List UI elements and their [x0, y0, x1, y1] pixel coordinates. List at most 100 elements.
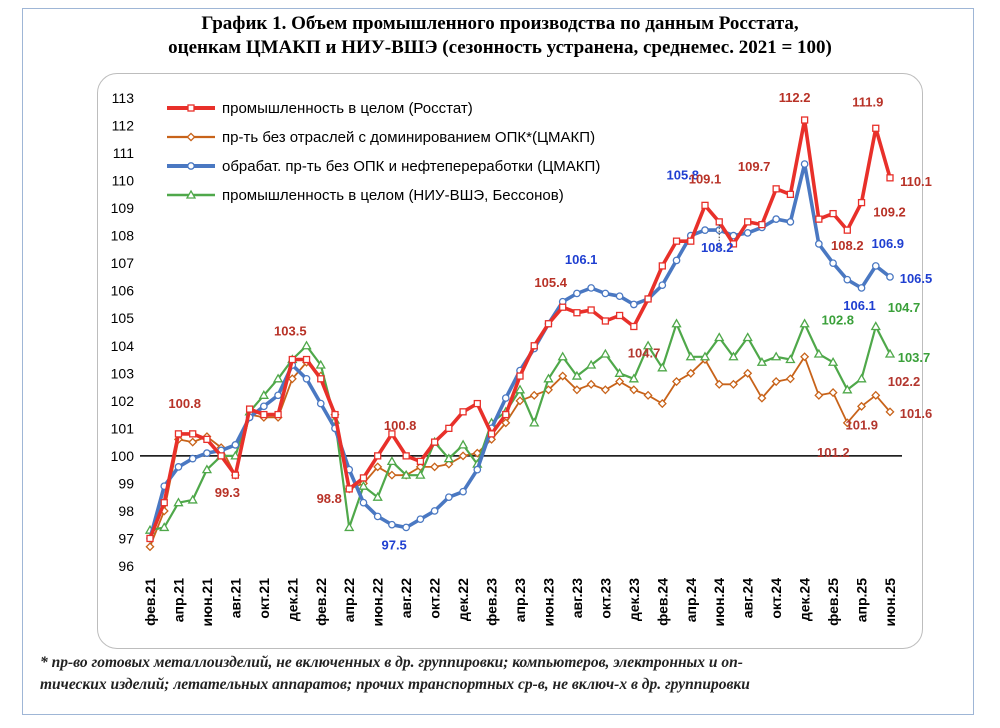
x-tick-label: июн.21: [199, 578, 215, 627]
data-point: [359, 498, 368, 507]
data-point: [687, 237, 695, 245]
data-point: [629, 385, 639, 395]
legend-marker: [187, 104, 195, 112]
data-point: [630, 322, 638, 331]
data-point: [587, 306, 595, 314]
data-point: [174, 463, 183, 471]
data-point: [516, 372, 524, 380]
data-point: [388, 430, 396, 438]
x-tick-label: июн.23: [540, 578, 556, 627]
data-point: [388, 520, 396, 529]
data-point: [274, 410, 282, 419]
x-tick-label: июн.25: [882, 578, 898, 627]
data-label: 109.1: [689, 171, 722, 186]
data-label: 99.3: [215, 485, 240, 500]
data-point: [629, 300, 638, 309]
data-point: [672, 377, 682, 387]
y-tick-label: 107: [111, 255, 135, 271]
data-point: [444, 459, 454, 469]
data-point: [813, 348, 824, 358]
data-point: [230, 450, 241, 460]
data-point: [201, 464, 213, 474]
y-tick-label: 101: [111, 420, 135, 436]
y-tick-label: 96: [118, 558, 134, 574]
data-point: [457, 439, 469, 449]
data-point: [189, 430, 197, 438]
data-point: [856, 373, 867, 383]
data-point: [786, 218, 795, 226]
y-tick-label: 104: [111, 338, 135, 354]
x-tick-label: апр.21: [170, 578, 186, 622]
data-point: [842, 384, 853, 394]
data-label: 98.8: [317, 491, 342, 506]
data-point: [857, 198, 866, 207]
data-point: [628, 373, 639, 383]
data-point: [245, 405, 254, 413]
data-point: [543, 373, 554, 383]
data-point: [146, 534, 154, 543]
data-point: [458, 451, 468, 461]
data-point: [714, 332, 725, 342]
series-line-0: [148, 118, 892, 540]
data-label: 111.9: [852, 94, 883, 109]
data-point: [571, 370, 583, 380]
x-tick-label: фев.23: [484, 578, 500, 626]
x-tick-label: фев.24: [654, 578, 670, 626]
x-tick-label: авг.22: [398, 578, 414, 618]
y-tick-label: 109: [111, 200, 135, 216]
data-label: 103.7: [898, 350, 931, 365]
data-label: 104.7: [628, 345, 661, 360]
y-tick-label: 113: [112, 90, 135, 106]
data-point: [529, 390, 539, 400]
data-point: [586, 359, 597, 369]
data-point: [614, 367, 625, 377]
data-point: [359, 474, 368, 482]
data-point: [657, 399, 667, 409]
data-point: [231, 441, 240, 449]
legend-label: пр-ть без отраслей с доминированием ОПК*…: [222, 129, 595, 146]
data-point: [886, 174, 894, 182]
data-point: [771, 351, 782, 361]
data-point: [387, 470, 397, 480]
data-label: 101.9: [845, 417, 878, 432]
data-point: [501, 418, 511, 428]
data-point: [800, 352, 810, 362]
data-point: [815, 215, 823, 223]
data-label: 101.6: [900, 406, 933, 421]
y-tick-label: 108: [111, 228, 135, 244]
data-point: [459, 487, 467, 496]
data-point: [159, 522, 170, 532]
chart-title-line2: оценкам ЦМАКП и НИУ-ВШЭ (сезонность устр…: [168, 37, 832, 58]
data-point: [857, 401, 867, 411]
data-label: 106.1: [843, 298, 876, 313]
data-point: [188, 437, 198, 447]
y-tick-label: 112: [112, 118, 135, 134]
legend-marker: [185, 189, 197, 199]
data-label: 106.1: [565, 252, 598, 267]
data-point: [743, 229, 752, 237]
data-point: [671, 318, 682, 328]
data-point: [800, 160, 809, 168]
series-line-3: [149, 322, 891, 532]
data-point: [785, 374, 795, 384]
x-tick-label: авг.23: [569, 578, 585, 618]
chart-title: График 1. Объем промышленного производст…: [0, 12, 1000, 60]
x-tick-label: окт.21: [256, 578, 272, 619]
data-point: [587, 284, 596, 292]
y-tick-label: 98: [118, 503, 134, 519]
data-point: [701, 201, 709, 210]
data-point: [885, 407, 895, 417]
data-point: [443, 453, 454, 463]
data-point: [871, 262, 880, 270]
data-point: [557, 351, 568, 361]
data-point: [757, 393, 767, 403]
data-point: [615, 377, 625, 387]
data-point: [744, 218, 752, 226]
data-label: 97.5: [381, 537, 406, 552]
data-point: [699, 351, 711, 361]
data-point: [416, 515, 425, 524]
data-point: [544, 320, 553, 328]
x-tick-label: июн.24: [711, 578, 727, 627]
data-label: 112.2: [779, 90, 811, 105]
